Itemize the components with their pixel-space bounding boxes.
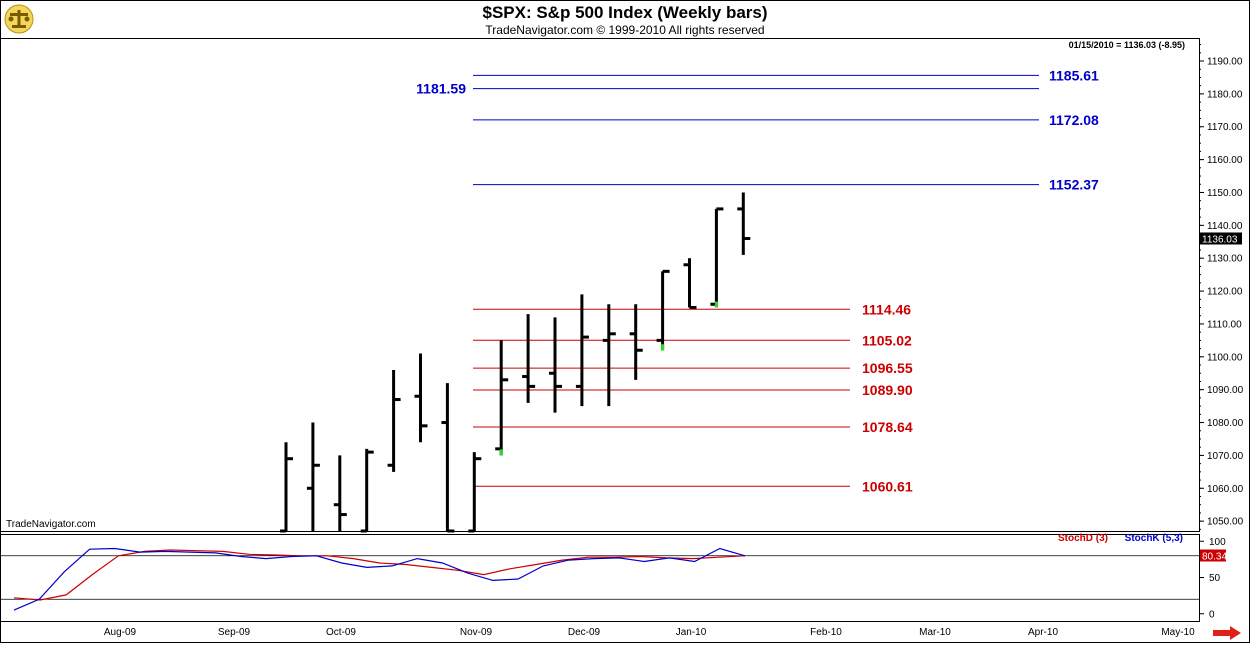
support-level-label: 1096.55 [862,360,913,376]
resistance-level-label: 1181.59 [416,81,466,97]
watermark-text: TradeNavigator.com [6,519,96,530]
x-axis-month-label: May-10 [1161,627,1195,638]
ohlc-bar [549,317,562,413]
ohlc-bar [414,353,428,443]
stoch-y-tick-label: 50 [1209,573,1221,584]
price-y-tick-label: 1130.00 [1207,254,1243,265]
x-axis-month-label: Nov-09 [460,627,493,638]
ohlc-bar [306,422,320,531]
resistance-level-label: 1185.61 [1049,67,1099,83]
ohlc-bar [575,294,589,407]
chart-title: $SPX: S&p 500 Index (Weekly bars) [482,3,768,22]
price-y-tick-label: 1120.00 [1207,287,1243,298]
x-axis-month-label: Feb-10 [810,627,842,638]
scroll-right-arrow-icon[interactable] [1212,626,1242,640]
resistance-level-label: 1172.08 [1049,112,1099,128]
support-level-label: 1060.61 [862,478,913,494]
ohlc-bar [468,452,482,533]
stoch-value-tag-bg [1200,549,1226,562]
ohlc-bar [333,455,347,531]
stoch-value-tag: 80.34 [1202,552,1227,563]
price-readout: 01/15/2010 = 1136.03 (-8.95) [1069,40,1185,50]
price-y-tick-label: 1190.00 [1207,57,1243,68]
x-axis-month-label: Mar-10 [919,627,951,638]
price-y-tick-label: 1050.00 [1207,517,1244,528]
ohlc-bar [495,340,509,456]
stoch-y-tick-label: 100 [1209,537,1226,548]
price-y-tick-label: 1110.00 [1207,319,1242,330]
stoch-series-line [13,549,746,601]
ohlc-bar [387,369,401,472]
ohlc-bar [683,258,697,310]
support-level-label: 1078.64 [862,419,913,435]
stochK-legend-label: StochK (5,3) [1125,533,1183,544]
ohlc-bar [737,192,751,255]
x-axis-month-label: Apr-10 [1028,627,1058,638]
ohlc-bar [602,304,616,407]
support-level-label: 1089.90 [862,382,913,398]
x-axis-month-label: Dec-09 [568,627,601,638]
x-axis-month-label: Oct-09 [326,627,356,638]
price-pane-frame [0,38,1200,532]
price-y-tick-label: 1070.00 [1207,451,1244,462]
ohlc-bar [656,269,670,351]
trade-navigator-logo-icon [2,3,36,35]
price-y-tick-label: 1170.00 [1207,122,1243,133]
price-y-tick-label: 1100.00 [1207,352,1243,363]
last-price-tag: 1136.03 [1202,234,1238,245]
chart-subtitle: TradeNavigator.com © 1999-2010 All right… [485,23,765,37]
ohlc-bar [710,207,724,308]
stoch-series-line [13,547,746,611]
x-axis-month-label: Sep-09 [218,627,251,638]
stochD-legend-label: StochD (3) [1058,533,1108,544]
ohlc-bar [441,383,455,533]
price-y-tick-label: 1160.00 [1207,155,1243,166]
last-price-tag-bg [1200,232,1242,245]
ohlc-bar [629,304,643,380]
price-y-tick-label: 1180.00 [1207,89,1243,100]
stoch-y-tick-label: 0 [1209,609,1215,620]
stoch-pane-frame [0,534,1200,622]
support-level-label: 1114.46 [862,301,911,317]
price-y-tick-label: 1140.00 [1207,221,1243,232]
ohlc-bar [522,314,536,403]
ohlc-bar [280,442,293,533]
resistance-level-label: 1152.37 [1049,177,1099,193]
price-y-tick-label: 1060.00 [1207,484,1244,495]
x-axis-month-label: Aug-09 [104,627,137,638]
price-y-tick-label: 1150.00 [1207,188,1243,199]
x-axis-month-label: Jan-10 [676,627,707,638]
ohlc-bar [360,448,374,533]
price-y-tick-label: 1090.00 [1207,385,1244,396]
price-y-tick-label: 1080.00 [1207,418,1244,429]
support-level-label: 1105.02 [862,332,912,348]
